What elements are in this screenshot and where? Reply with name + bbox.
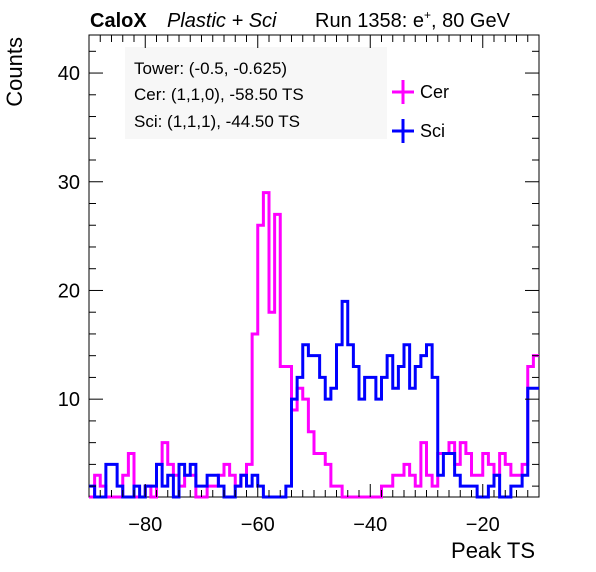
- subtitle-label: Plastic + Sci: [167, 10, 277, 32]
- axis-layer: −80 −60 −40 −20 10 20 30 40: [58, 35, 540, 536]
- x-axis-title: Peak TS: [451, 538, 535, 563]
- x-tick-label: −40: [353, 514, 387, 536]
- sci-info-label: Sci: (1,1,1), -44.50 TS: [134, 112, 300, 131]
- y-tick-label: 20: [58, 280, 80, 302]
- y-tick-label: 40: [58, 63, 80, 85]
- y-axis-title: Counts: [2, 37, 27, 107]
- run-suffix: , 80 GeV: [431, 10, 511, 32]
- series-cer-line: [89, 191, 539, 499]
- run-label: Run 1358: e+, 80 GeV: [315, 8, 511, 32]
- brand-label: CaloX: [90, 10, 147, 32]
- y-tick-label: 30: [58, 172, 80, 194]
- x-tick-label: −80: [128, 514, 162, 536]
- cer-info-label: Cer: (1,1,0), -58.50 TS: [134, 85, 304, 104]
- legend-cer-label: Cer: [420, 82, 449, 102]
- series-sci-line: [89, 299, 539, 499]
- run-prefix: Run 1358: e: [315, 10, 424, 32]
- x-tick-label: −20: [466, 514, 500, 536]
- legend-sci-label: Sci: [420, 121, 445, 141]
- tower-label: Tower: (-0.5, -0.625): [134, 59, 287, 78]
- info-box: [125, 47, 387, 139]
- legend: Cer Sci: [392, 80, 449, 143]
- y-tick-label: 10: [58, 389, 80, 411]
- x-tick-label: −60: [241, 514, 275, 536]
- run-sup: +: [424, 8, 431, 22]
- histogram-layer: [89, 191, 539, 499]
